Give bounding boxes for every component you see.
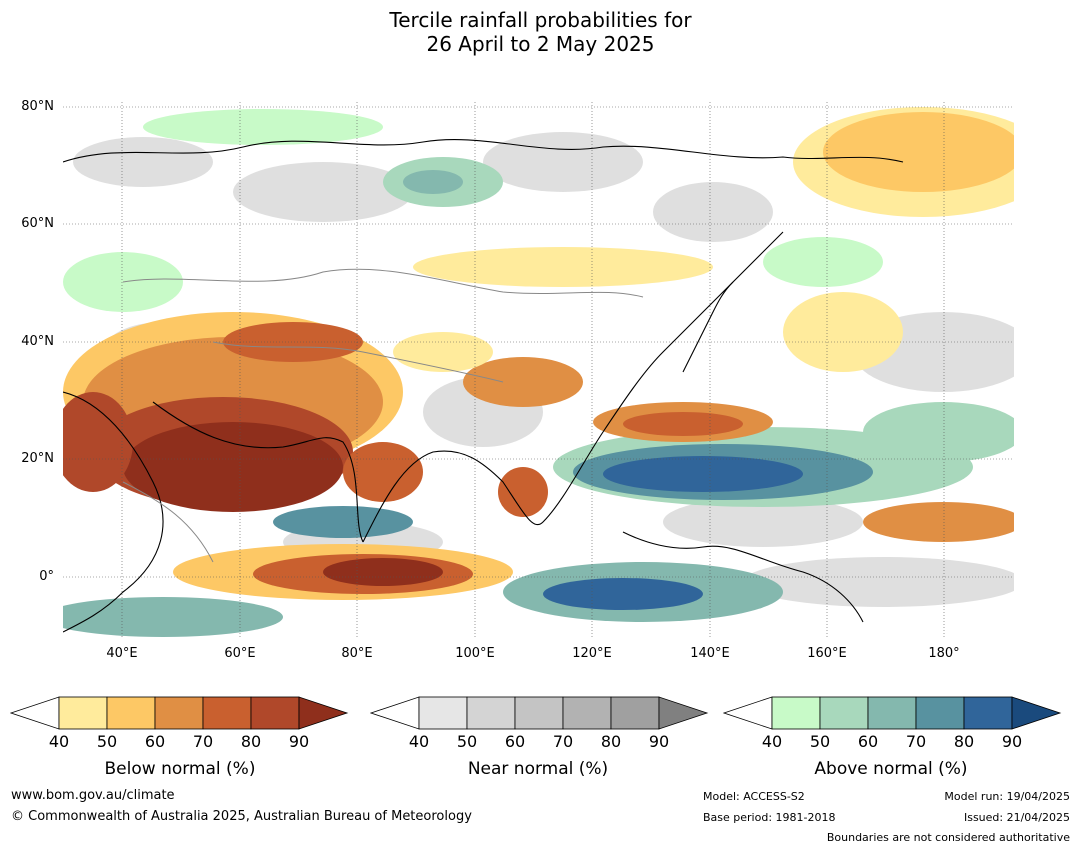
- footer-issued: Issued: 21/04/2025: [963, 811, 1070, 824]
- colorbar-segment: [250, 696, 300, 730]
- colorbar-upper-extend: [298, 696, 349, 730]
- title-line-1: Tercile rainfall probabilities for: [389, 8, 692, 32]
- tick-90: 90: [288, 732, 310, 751]
- lat-label-80n: 80°N: [21, 99, 54, 114]
- colorbar-segment: [154, 696, 204, 730]
- colorbar-segment: [771, 696, 821, 730]
- lon-label-100e: 100°E: [455, 646, 495, 661]
- colorbar-segment: [106, 696, 156, 730]
- tick-70: 70: [905, 732, 927, 751]
- colorbar-segment: [819, 696, 869, 730]
- footer-copyright: © Commonwealth of Australia 2025, Austra…: [11, 809, 472, 824]
- tick-80: 80: [240, 732, 262, 751]
- colorbar-lower-extend: [370, 696, 420, 730]
- rainfall-probability-map: [63, 102, 1014, 637]
- lon-label-120e: 120°E: [572, 646, 612, 661]
- lon-label-40e: 40°E: [106, 646, 138, 661]
- footer-model: Model: ACCESS-S2: [703, 790, 805, 803]
- lon-label-140e: 140°E: [690, 646, 730, 661]
- colorbar-segment: [915, 696, 965, 730]
- colorbar-label-below: Below normal (%): [104, 759, 256, 779]
- tick-40: 40: [761, 732, 783, 751]
- tick-60: 60: [857, 732, 879, 751]
- graticule: [63, 102, 1014, 637]
- tick-50: 50: [809, 732, 831, 751]
- tick-50: 50: [456, 732, 478, 751]
- title-line-2: 26 April to 2 May 2025: [426, 32, 655, 56]
- colorbar-segment: [202, 696, 252, 730]
- country-boundaries: [122, 268, 644, 563]
- tick-80: 80: [953, 732, 975, 751]
- footer-base-period: Base period: 1981-2018: [703, 811, 836, 824]
- colorbar-segment: [418, 696, 468, 730]
- tick-60: 60: [504, 732, 526, 751]
- tick-90: 90: [1001, 732, 1023, 751]
- lat-label-0: 0°: [39, 569, 54, 584]
- tick-60: 60: [144, 732, 166, 751]
- colorbar-label-above: Above normal (%): [814, 759, 968, 779]
- lon-label-80e: 80°E: [341, 646, 373, 661]
- colorbar-segment: [58, 696, 108, 730]
- tick-70: 70: [552, 732, 574, 751]
- colorbar-upper-extend: [658, 696, 709, 730]
- map-title: Tercile rainfall probabilities for 26 Ap…: [0, 8, 1081, 56]
- colorbar-label-near: Near normal (%): [467, 759, 609, 779]
- below-normal-regions: [63, 107, 1014, 600]
- colorbar-above-normal: [723, 696, 1062, 730]
- colorbar-segment: [610, 696, 660, 730]
- footer-model-run: Model run: 19/04/2025: [944, 790, 1070, 803]
- lat-label-60n: 60°N: [21, 216, 54, 231]
- lat-label-40n: 40°N: [21, 334, 54, 349]
- footer-boundaries-note: Boundaries are not considered authoritat…: [826, 831, 1070, 844]
- lat-label-20n: 20°N: [21, 451, 54, 466]
- footer-website: www.bom.gov.au/climate: [11, 788, 175, 803]
- colorbar-near-normal: [370, 696, 709, 730]
- lon-label-180: 180°: [928, 646, 960, 661]
- lon-label-160e: 160°E: [807, 646, 847, 661]
- tick-70: 70: [192, 732, 214, 751]
- colorbar-lower-extend: [10, 696, 60, 730]
- map-canvas: [63, 102, 1014, 637]
- coastlines: [63, 139, 904, 633]
- colorbar-segment: [466, 696, 516, 730]
- tick-40: 40: [48, 732, 70, 751]
- colorbar-segment: [963, 696, 1013, 730]
- colorbar-segment: [514, 696, 564, 730]
- tick-50: 50: [96, 732, 118, 751]
- colorbar-segment: [867, 696, 917, 730]
- colorbar-lower-extend: [723, 696, 773, 730]
- colorbar-below-normal: [10, 696, 349, 730]
- colorbar-upper-extend: [1011, 696, 1062, 730]
- lon-label-60e: 60°E: [224, 646, 256, 661]
- tick-80: 80: [600, 732, 622, 751]
- tick-40: 40: [408, 732, 430, 751]
- tick-90: 90: [648, 732, 670, 751]
- colorbar-segment: [562, 696, 612, 730]
